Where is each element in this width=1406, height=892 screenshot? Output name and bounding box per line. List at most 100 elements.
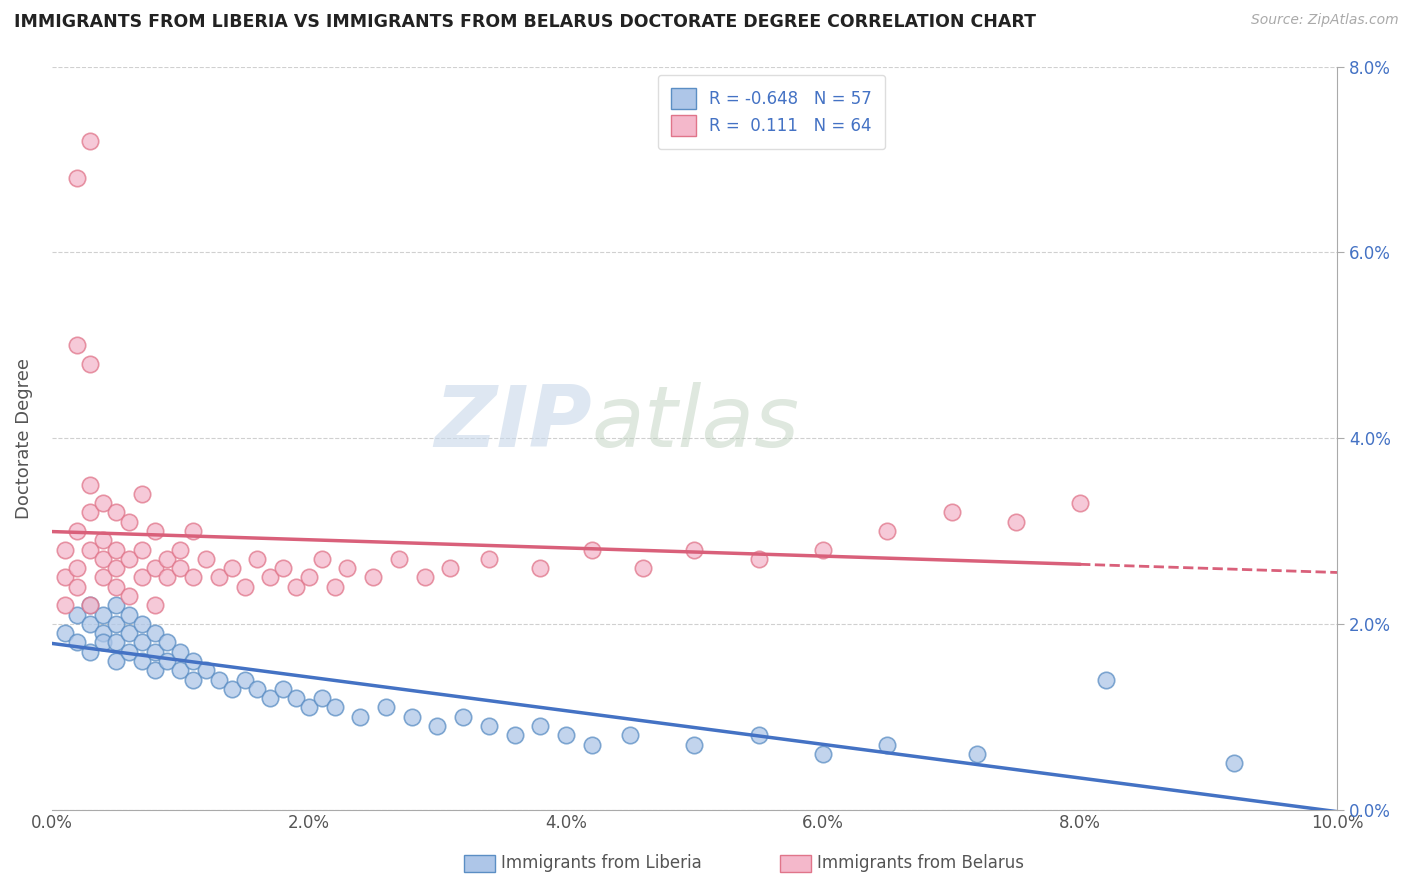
Point bbox=[336, 561, 359, 575]
Point bbox=[208, 570, 231, 584]
Point bbox=[131, 654, 153, 668]
Point bbox=[181, 654, 204, 668]
Point bbox=[581, 738, 603, 752]
Point bbox=[349, 709, 371, 723]
Point bbox=[79, 616, 101, 631]
Point bbox=[876, 738, 898, 752]
Point bbox=[181, 524, 204, 538]
Point bbox=[118, 626, 141, 640]
Point bbox=[53, 599, 76, 613]
Point bbox=[131, 570, 153, 584]
Point bbox=[1223, 756, 1246, 770]
Point bbox=[221, 561, 243, 575]
Point bbox=[323, 700, 346, 714]
Point bbox=[811, 747, 834, 761]
Legend: R = -0.648   N = 57, R =  0.111   N = 64: R = -0.648 N = 57, R = 0.111 N = 64 bbox=[658, 75, 886, 149]
Point bbox=[118, 515, 141, 529]
Point bbox=[156, 551, 179, 566]
Point bbox=[298, 570, 321, 584]
Point bbox=[105, 635, 128, 649]
Point bbox=[118, 589, 141, 603]
Point bbox=[91, 496, 114, 510]
Point bbox=[169, 663, 191, 677]
Point bbox=[105, 616, 128, 631]
Point bbox=[631, 561, 654, 575]
Point bbox=[169, 542, 191, 557]
Point bbox=[195, 663, 218, 677]
Point bbox=[748, 728, 770, 742]
Point bbox=[181, 570, 204, 584]
Point bbox=[1004, 515, 1026, 529]
Point bbox=[233, 580, 256, 594]
Point bbox=[271, 681, 294, 696]
Point bbox=[388, 551, 411, 566]
Point bbox=[748, 551, 770, 566]
Point bbox=[181, 673, 204, 687]
Point bbox=[426, 719, 449, 733]
Point bbox=[156, 635, 179, 649]
Point bbox=[91, 635, 114, 649]
Point bbox=[246, 551, 269, 566]
Point bbox=[529, 719, 551, 733]
Point bbox=[66, 171, 89, 186]
Point bbox=[966, 747, 988, 761]
Point bbox=[169, 645, 191, 659]
Point bbox=[413, 570, 436, 584]
Point bbox=[91, 551, 114, 566]
Point bbox=[143, 626, 166, 640]
Point bbox=[66, 338, 89, 352]
Point bbox=[79, 542, 101, 557]
Point bbox=[91, 533, 114, 548]
Point bbox=[79, 599, 101, 613]
Point bbox=[555, 728, 578, 742]
Point bbox=[53, 570, 76, 584]
Point bbox=[683, 738, 706, 752]
Point bbox=[91, 607, 114, 622]
Point bbox=[1069, 496, 1091, 510]
Point bbox=[876, 524, 898, 538]
Point bbox=[79, 599, 101, 613]
Point bbox=[683, 542, 706, 557]
Y-axis label: Doctorate Degree: Doctorate Degree bbox=[15, 358, 32, 518]
Point bbox=[66, 580, 89, 594]
Point bbox=[105, 599, 128, 613]
Point bbox=[208, 673, 231, 687]
Point bbox=[298, 700, 321, 714]
Point bbox=[311, 691, 333, 706]
Point bbox=[105, 654, 128, 668]
Point bbox=[478, 719, 501, 733]
Text: atlas: atlas bbox=[592, 382, 800, 465]
Point bbox=[271, 561, 294, 575]
Point bbox=[143, 599, 166, 613]
Point bbox=[79, 477, 101, 491]
Point bbox=[105, 580, 128, 594]
Point bbox=[285, 691, 308, 706]
Point bbox=[79, 505, 101, 519]
Point bbox=[131, 635, 153, 649]
Point bbox=[131, 616, 153, 631]
Point bbox=[619, 728, 641, 742]
Point bbox=[195, 551, 218, 566]
Point bbox=[143, 663, 166, 677]
Point bbox=[285, 580, 308, 594]
Point bbox=[503, 728, 526, 742]
Point bbox=[79, 645, 101, 659]
Point bbox=[53, 542, 76, 557]
Point bbox=[156, 654, 179, 668]
Text: ZIP: ZIP bbox=[434, 382, 592, 465]
Point bbox=[156, 570, 179, 584]
Point bbox=[143, 645, 166, 659]
Point bbox=[401, 709, 423, 723]
Bar bbox=[464, 855, 495, 872]
Bar bbox=[780, 855, 811, 872]
Point bbox=[451, 709, 474, 723]
Point bbox=[105, 542, 128, 557]
Point bbox=[105, 505, 128, 519]
Point bbox=[66, 635, 89, 649]
Point bbox=[91, 570, 114, 584]
Point bbox=[131, 542, 153, 557]
Point bbox=[375, 700, 398, 714]
Point bbox=[91, 626, 114, 640]
Point bbox=[66, 524, 89, 538]
Point bbox=[143, 524, 166, 538]
